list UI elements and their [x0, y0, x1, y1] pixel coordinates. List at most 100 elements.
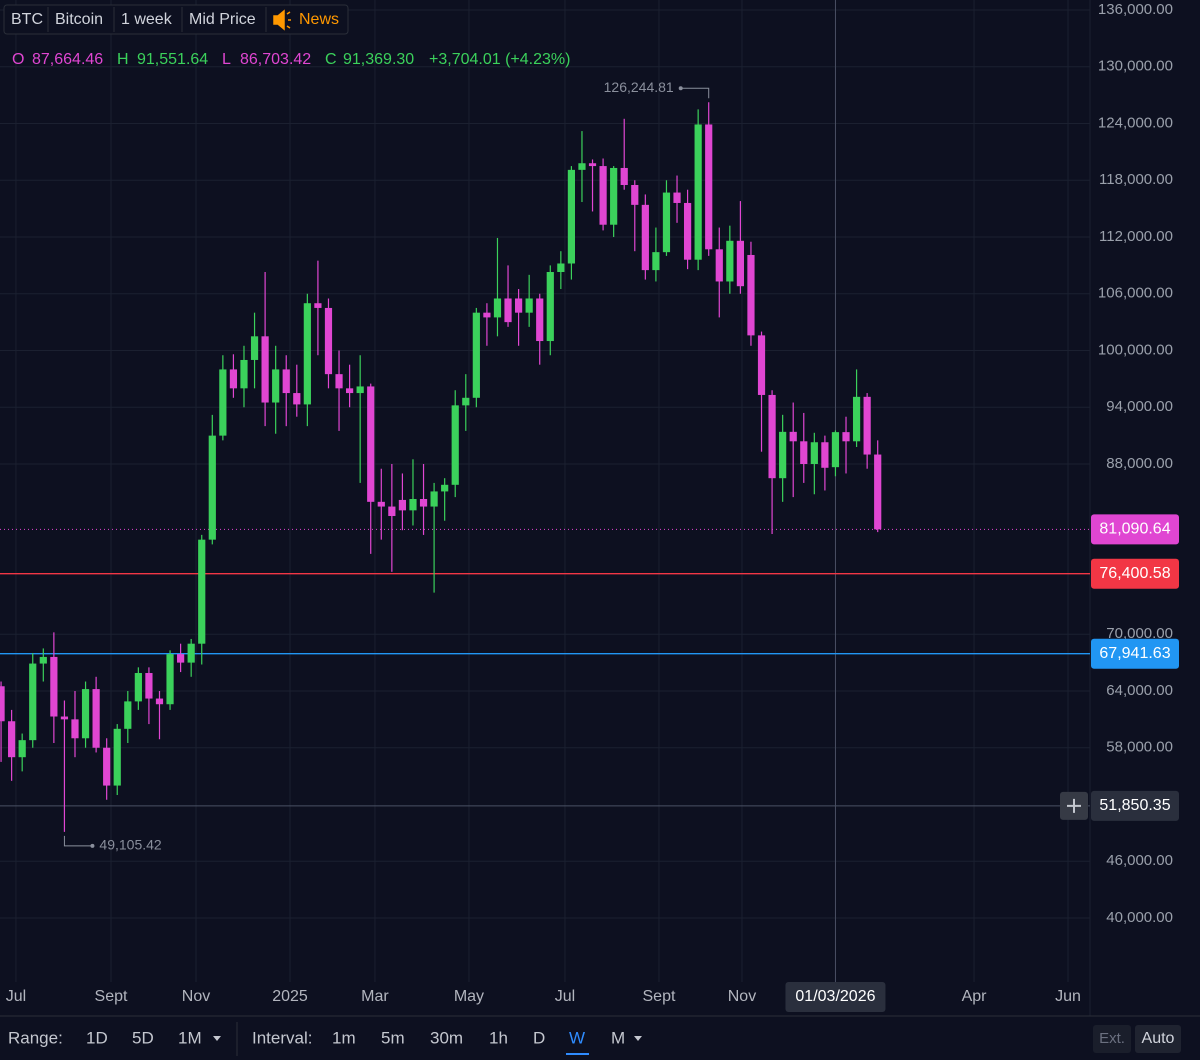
- crosshair-plus[interactable]: [1067, 798, 1081, 813]
- candle-body: [324, 307, 333, 375]
- symbol-name[interactable]: Bitcoin: [55, 11, 103, 28]
- price-label-bg: [1091, 558, 1179, 589]
- candle-body: [863, 396, 871, 455]
- news-icon: [273, 9, 291, 31]
- interval-button[interactable]: 5m: [381, 1028, 405, 1047]
- x-tick-label: Jul: [555, 988, 575, 1005]
- candle-body: [705, 124, 713, 250]
- candle-body: [631, 184, 639, 205]
- candle-body: [715, 249, 723, 282]
- x-tick-label: Jul: [6, 988, 26, 1005]
- candle-body: [821, 442, 829, 468]
- toolbar-bg: [0, 1016, 1200, 1060]
- interval-button[interactable]: 1h: [489, 1028, 508, 1047]
- y-tick-label: 88,000.00: [1106, 455, 1173, 472]
- candle-body: [462, 397, 470, 406]
- candle-body: [71, 719, 79, 739]
- candle-body: [367, 386, 375, 502]
- x-tick-label: May: [454, 988, 484, 1005]
- candle-body: [472, 312, 480, 398]
- candle-body: [610, 167, 618, 225]
- crosshair-price-label: 51,850.35: [1099, 797, 1170, 814]
- candle-body: [0, 686, 5, 722]
- candle-body: [441, 484, 449, 492]
- candle-body: [377, 501, 385, 507]
- ohlc-value: 91,551.64: [137, 51, 208, 68]
- annotation-leader: [63, 835, 93, 847]
- range-button[interactable]: 5D: [132, 1028, 154, 1047]
- candle-body: [557, 263, 565, 273]
- dropdown-arrow[interactable]: [634, 1036, 642, 1041]
- ohlc-value: 91,369.30: [343, 51, 414, 68]
- range-label: Range:: [8, 1028, 63, 1047]
- candle-body: [92, 689, 100, 748]
- x-tick-label: Nov: [182, 988, 210, 1005]
- y-tick-label: 112,000.00: [1099, 228, 1173, 245]
- interval-button-active[interactable]: W: [569, 1028, 585, 1047]
- low-annotation: 49,105.42: [99, 837, 161, 853]
- auto-button-bg[interactable]: [1135, 1025, 1181, 1053]
- y-tick-label: 136,000.00: [1098, 1, 1173, 18]
- candle-body: [683, 202, 692, 260]
- interval-button[interactable]: D: [533, 1028, 545, 1047]
- ohlc-letter: H: [117, 51, 129, 68]
- candle-body: [261, 336, 269, 403]
- interval-button[interactable]: M: [611, 1028, 625, 1047]
- candle-body: [229, 369, 238, 389]
- annotation-dot: [90, 843, 95, 848]
- range-button[interactable]: 1M: [178, 1028, 202, 1047]
- ohlc-letter: C: [325, 51, 337, 68]
- candle-body: [177, 654, 185, 663]
- candle-body: [282, 369, 290, 394]
- ext-button[interactable]: Ext.: [1099, 1030, 1125, 1047]
- candle-body: [335, 374, 343, 389]
- candle-body: [546, 272, 554, 342]
- candle-body: [620, 167, 628, 185]
- y-tick-label: 40,000.00: [1106, 909, 1173, 926]
- candle-body: [810, 442, 818, 464]
- annotation-dot: [678, 86, 683, 91]
- candle-body: [662, 192, 671, 253]
- y-tick-label: 130,000.00: [1098, 58, 1173, 75]
- price-label: 76,400.58: [1099, 565, 1170, 582]
- range-button[interactable]: 1D: [86, 1028, 108, 1047]
- toolbar: Range: 1D 5D 1M Interval: 1m 5m 30m 1h D…: [0, 1015, 1200, 1060]
- y-tick-label: 100,000.00: [1098, 341, 1173, 358]
- y-tick-label: 118,000.00: [1099, 171, 1173, 188]
- x-tick-label: Sept: [643, 988, 676, 1005]
- candle-body: [419, 498, 428, 507]
- ohlc-legend: O 87,664.46 H 91,551.64 L 86,703.42 C 91…: [12, 51, 570, 68]
- candle-body: [29, 663, 37, 741]
- dropdown-arrow[interactable]: [213, 1036, 221, 1041]
- ohlc-value: 87,664.46: [32, 51, 103, 68]
- y-tick-label: 70,000.00: [1106, 625, 1173, 642]
- candle-body: [314, 303, 322, 308]
- interval-button[interactable]: 1m: [332, 1028, 356, 1047]
- symbol[interactable]: BTC: [11, 11, 43, 28]
- header-box: [3, 4, 349, 35]
- interval-button[interactable]: 1 week: [121, 11, 173, 28]
- interval-label: Interval:: [252, 1028, 312, 1047]
- interval-button[interactable]: 30m: [430, 1028, 463, 1047]
- candle-body: [567, 169, 576, 264]
- candle-body: [134, 673, 142, 702]
- ohlc-change: +3,704.01 (+4.23%): [429, 51, 570, 68]
- plot-area: Jul Sept Nov 2025 Mar May Jul Sept Nov Apr Jun 40,0…: [0, 0, 1179, 1016]
- auto-button[interactable]: Auto: [1142, 1030, 1175, 1047]
- candle-body: [852, 396, 861, 442]
- price-type-button[interactable]: Mid Price: [189, 11, 256, 28]
- ohlc-letter: L: [222, 51, 231, 68]
- news-button[interactable]: News: [299, 11, 339, 28]
- candle-body: [303, 303, 311, 405]
- ext-button-bg[interactable]: [1093, 1025, 1131, 1053]
- candle-body: [599, 166, 607, 225]
- candle-body: [789, 431, 797, 442]
- candle-body: [272, 369, 280, 403]
- crosshair-date-bg: [785, 982, 886, 1012]
- candle-body: [842, 432, 850, 442]
- candle-body: [187, 643, 195, 663]
- y-tick-label: 64,000.00: [1106, 682, 1173, 699]
- candle-body: [504, 298, 512, 323]
